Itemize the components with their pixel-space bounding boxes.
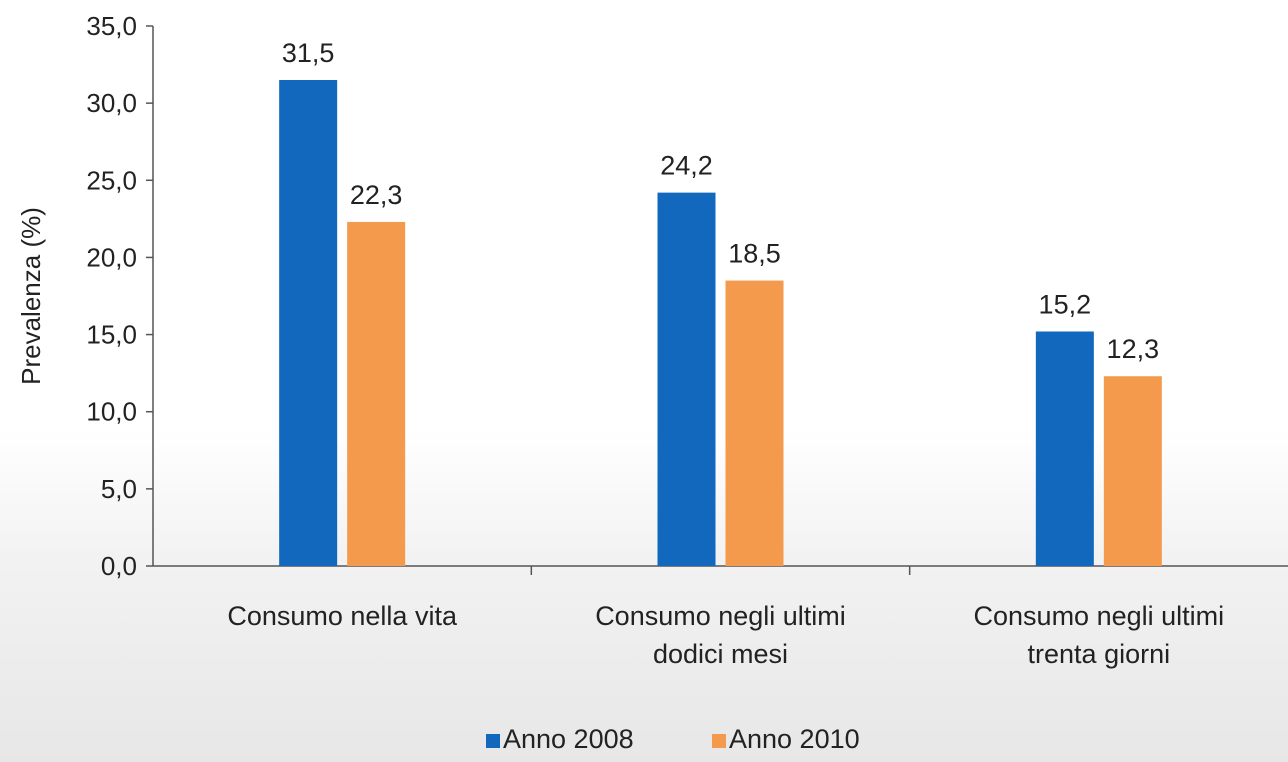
y-tick-label: 5,0 [101, 474, 137, 504]
y-tick-label: 10,0 [86, 397, 137, 427]
y-tick-label: 15,0 [86, 320, 137, 350]
x-category-label: trenta giorni [1028, 639, 1171, 669]
x-category-label: Consumo negli ultimi [974, 601, 1225, 631]
y-tick-label: 0,0 [101, 551, 137, 581]
bar-anno-2010-1 [347, 221, 406, 566]
data-label: 31,5 [282, 38, 335, 68]
y-axis-title: Prevalenza (%) [16, 207, 46, 385]
data-label: 12,3 [1107, 334, 1160, 364]
legend: Anno 2008 Anno 2010 [486, 724, 860, 754]
labels-layer: 31,5 22,3 Consumo nella vita 24,2 18,5 Consum… [227, 38, 1224, 669]
bar-anno-2008-2 [657, 192, 716, 566]
bar-anno-2008-3 [1035, 331, 1094, 566]
axes-layer: 0,0 5,0 10,0 15,0 20,0 25,0 30,0 35,0 Prevalenza… [16, 11, 1288, 581]
bar-anno-2008-1 [279, 80, 338, 566]
data-label: 24,2 [660, 151, 713, 181]
y-tick-label: 25,0 [86, 165, 137, 195]
y-tick-label: 20,0 [86, 242, 137, 272]
legend-label-1: Anno 2008 [503, 724, 634, 754]
x-category-label: dodici mesi [653, 639, 788, 669]
data-label: 15,2 [1039, 289, 1092, 319]
y-tick-label: 30,0 [86, 88, 137, 118]
legend-swatch-2 [712, 734, 726, 748]
y-tick-label: 35,0 [86, 11, 137, 41]
x-category-label: Consumo negli ultimi [595, 601, 846, 631]
bar-anno-2010-3 [1103, 376, 1162, 566]
bar-anno-2010-2 [725, 280, 784, 566]
legend-label-2: Anno 2010 [729, 724, 860, 754]
data-label: 18,5 [728, 239, 781, 269]
legend-swatch-1 [486, 734, 500, 748]
x-category-label: Consumo nella vita [227, 601, 458, 631]
bars-layer [279, 80, 1162, 566]
data-label: 22,3 [350, 180, 403, 210]
